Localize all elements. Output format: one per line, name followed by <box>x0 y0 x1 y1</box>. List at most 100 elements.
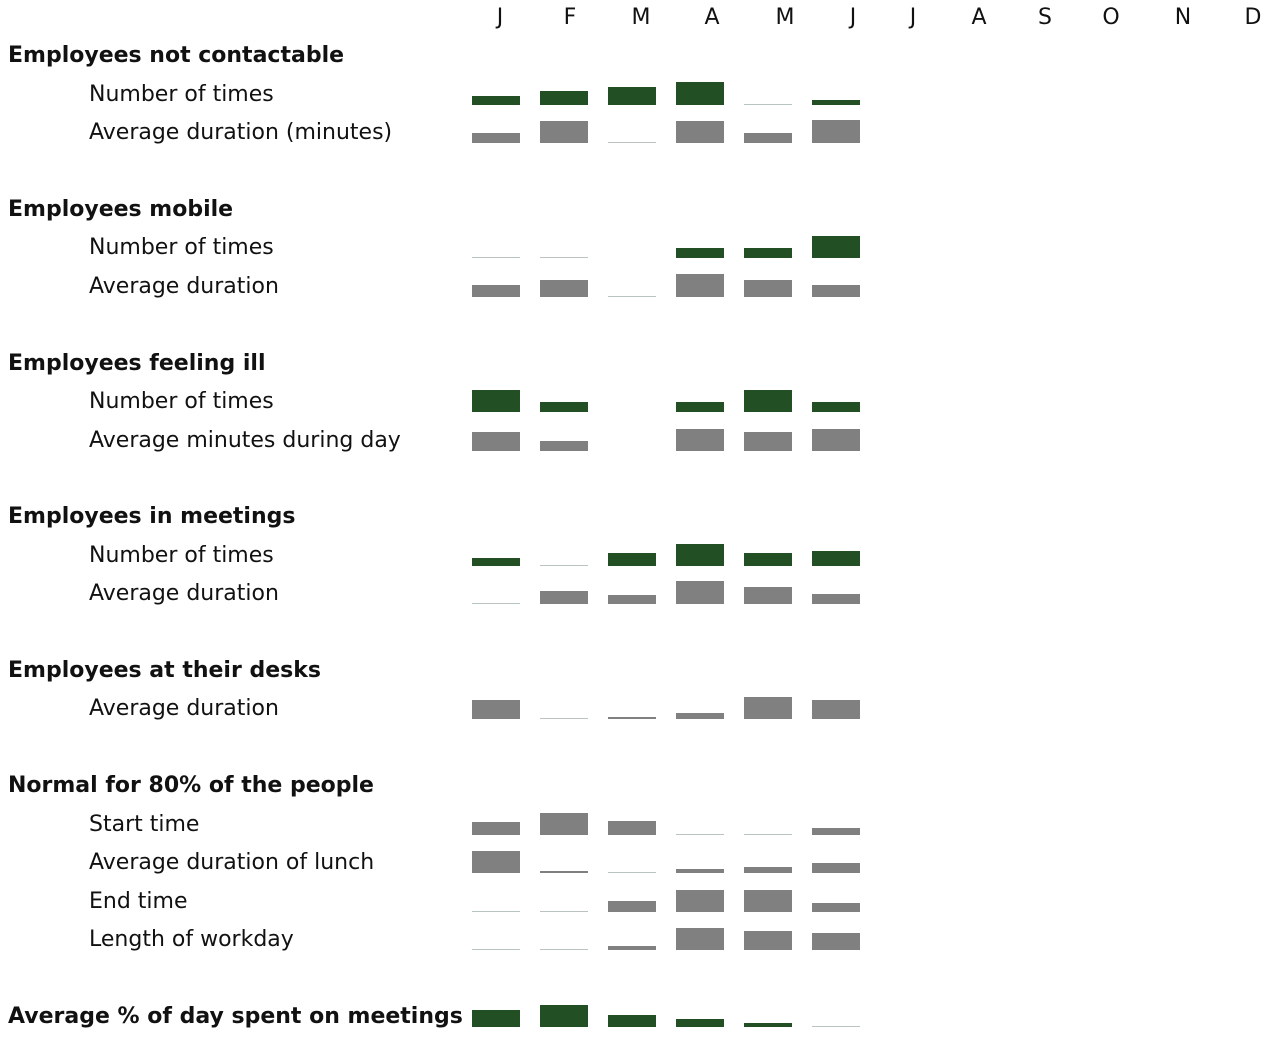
month-label: N <box>1175 5 1191 30</box>
bar <box>744 432 792 451</box>
bar <box>540 402 588 412</box>
month-label: J <box>495 5 504 30</box>
bar <box>676 1019 724 1027</box>
bar <box>812 236 860 258</box>
bar <box>812 120 860 143</box>
month-label: A <box>971 5 986 30</box>
bar <box>744 104 792 105</box>
bar <box>812 863 860 873</box>
bar <box>608 553 656 566</box>
bar <box>540 1005 588 1027</box>
bar <box>472 558 520 566</box>
bar <box>812 551 860 566</box>
group-title: Employees at their desks <box>8 658 321 683</box>
bar <box>812 429 860 451</box>
bar <box>472 133 520 143</box>
month-label: A <box>704 5 719 30</box>
row-label: Start time <box>89 812 199 837</box>
bar <box>812 100 860 105</box>
month-label: J <box>848 5 857 30</box>
group-title: Employees not contactable <box>8 43 344 68</box>
bar <box>608 142 656 143</box>
bar <box>540 441 588 451</box>
bar <box>608 595 656 604</box>
bar <box>676 82 724 105</box>
bar <box>540 91 588 105</box>
bar <box>744 890 792 912</box>
group-title: Normal for 80% of the people <box>8 773 374 798</box>
bar <box>676 581 724 604</box>
bar <box>812 828 860 835</box>
bar <box>540 911 588 912</box>
bar <box>608 901 656 912</box>
bar <box>540 871 588 873</box>
bar <box>676 713 724 719</box>
row-label: Average duration (minutes) <box>89 120 392 145</box>
month-label: D <box>1245 5 1262 30</box>
bar <box>472 1010 520 1027</box>
month-label: F <box>564 5 577 30</box>
row-label: Average duration <box>89 696 279 721</box>
bar <box>540 718 588 719</box>
bar <box>676 544 724 566</box>
bar <box>472 700 520 719</box>
bar <box>472 432 520 451</box>
row-label: Number of times <box>89 82 274 107</box>
bar <box>744 587 792 604</box>
bar <box>676 834 724 835</box>
row-label: Average duration <box>89 581 279 606</box>
group-title: Average % of day spent on meetings <box>8 1004 463 1029</box>
bar <box>812 402 860 412</box>
bar <box>472 257 520 258</box>
group-title: Employees in meetings <box>8 504 295 529</box>
bar <box>540 565 588 566</box>
bar <box>472 96 520 105</box>
row-label: Number of times <box>89 389 274 414</box>
bar <box>676 121 724 143</box>
bar <box>744 1023 792 1027</box>
bar <box>472 603 520 604</box>
bar <box>812 594 860 604</box>
bar <box>608 872 656 873</box>
bar <box>540 591 588 604</box>
bar <box>472 390 520 412</box>
month-label: O <box>1102 5 1119 30</box>
bar <box>744 867 792 873</box>
bar <box>608 717 656 719</box>
bar <box>812 903 860 912</box>
bar <box>676 890 724 912</box>
bar <box>608 87 656 105</box>
bar <box>676 429 724 451</box>
bar <box>540 121 588 143</box>
bar <box>676 928 724 950</box>
row-label: Number of times <box>89 543 274 568</box>
row-label: Average duration of lunch <box>89 850 374 875</box>
bar <box>540 813 588 835</box>
bar <box>472 911 520 912</box>
bar <box>540 949 588 950</box>
bar <box>812 285 860 297</box>
row-label: End time <box>89 889 188 914</box>
bar <box>812 1026 860 1027</box>
month-label: J <box>908 5 917 30</box>
bar <box>744 931 792 950</box>
bar <box>472 822 520 835</box>
bar <box>540 257 588 258</box>
row-label: Number of times <box>89 235 274 260</box>
bar <box>744 248 792 258</box>
bar <box>812 700 860 719</box>
row-label: Average duration <box>89 274 279 299</box>
bar <box>812 933 860 950</box>
bar <box>744 834 792 835</box>
bar <box>608 821 656 835</box>
bar <box>472 285 520 297</box>
bar <box>608 1015 656 1027</box>
bar <box>676 869 724 873</box>
bar <box>744 133 792 143</box>
bar <box>676 274 724 297</box>
month-label: M <box>776 5 795 30</box>
bar <box>744 697 792 719</box>
group-title: Employees feeling ill <box>8 351 265 376</box>
